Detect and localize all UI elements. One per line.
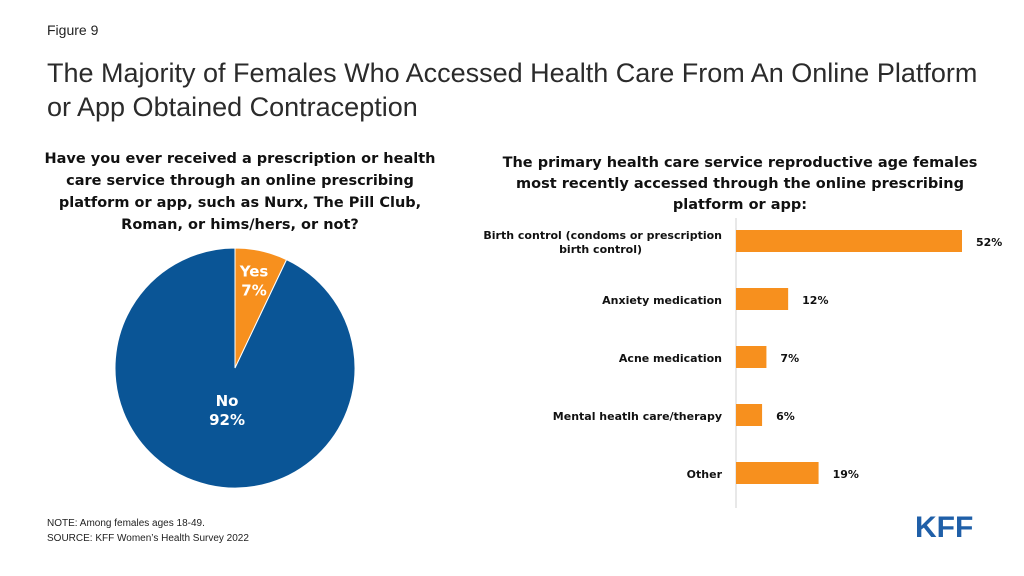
bar-category-label-2: Acne medication [619, 352, 722, 365]
bar-3 [736, 404, 763, 426]
kff-logo: KFF [915, 511, 974, 544]
bar-chart-title: The primary health care service reproduc… [502, 155, 978, 213]
bar-category-label-1: Anxiety medication [602, 294, 722, 307]
bar-2 [736, 346, 767, 368]
pie-label-no: No [216, 392, 239, 410]
bar-value-label-1: 12% [802, 294, 828, 307]
bar-0 [736, 230, 962, 252]
pie-value-no: 92% [209, 411, 245, 429]
page-title: The Majority of Females Who Accessed Hea… [47, 58, 978, 122]
bar-4 [736, 462, 819, 484]
note-text: NOTE: Among females ages 18-49. [47, 518, 205, 529]
bar-category-label-0: Birth control (condoms or prescription bi… [483, 229, 722, 256]
bar-value-label-0: 52% [976, 236, 1002, 249]
source-text: SOURCE: KFF Women’s Health Survey 2022 [47, 533, 249, 544]
bar-value-label-3: 6% [776, 410, 795, 423]
footnotes: NOTE: Among females ages 18-49. SOURCE: … [47, 516, 249, 546]
bar-chart: 52% Birth control (condoms or prescriptio… [483, 218, 1002, 508]
pie-label-yes: Yes [239, 263, 269, 281]
bar-value-label-4: 19% [833, 468, 859, 481]
pie-chart-title: Have you ever received a prescription or… [44, 151, 436, 233]
pie-value-yes: 7% [241, 282, 266, 300]
bar-category-label-4: Other [687, 468, 723, 481]
pie-slice-no [114, 247, 356, 489]
figure-label: Figure 9 [47, 22, 99, 38]
bar-category-label-3: Mental heatlh care/therapy [553, 410, 722, 423]
bar-value-label-2: 7% [780, 352, 799, 365]
bar-1 [736, 288, 789, 310]
